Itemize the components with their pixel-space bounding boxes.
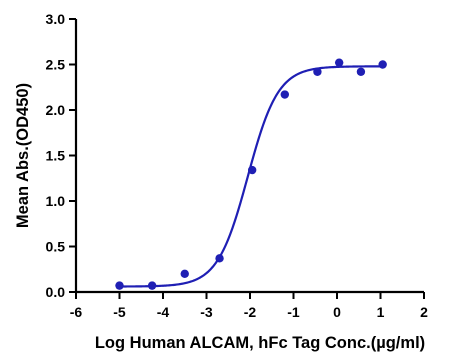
x-axis-ticks: -6 -5 -4 -3 -2 -1 0 1 2 (70, 292, 428, 320)
y-tick-label: 0.0 (46, 284, 66, 300)
y-tick-label: 2.0 (46, 102, 66, 118)
y-axis-title: Mean Abs.(OD450) (14, 83, 32, 228)
x-tick-label: -1 (287, 304, 300, 320)
data-point (313, 67, 322, 76)
data-point (280, 90, 289, 99)
x-tick-label: 2 (420, 304, 428, 320)
y-tick-label: 1.5 (46, 148, 66, 164)
y-tick-label: 1.0 (46, 193, 66, 209)
x-tick-label: 1 (377, 304, 385, 320)
y-tick-label: 0.5 (46, 239, 66, 255)
x-tick-label: 0 (333, 304, 341, 320)
x-tick-label: -3 (200, 304, 213, 320)
data-point (334, 58, 344, 67)
data-point (115, 281, 124, 290)
data-point (356, 67, 366, 76)
data-point (378, 60, 387, 69)
fitted-curve (119, 65, 383, 288)
x-tick-label: -4 (157, 304, 170, 320)
data-point (147, 281, 157, 290)
data-point (247, 165, 257, 175)
data-point (215, 254, 224, 263)
data-points (115, 58, 387, 290)
y-tick-label: 2.5 (46, 57, 66, 73)
x-tick-label: -6 (70, 304, 83, 320)
y-axis-ticks: 0.0 0.5 1.0 1.5 2.0 2.5 3.0 (46, 11, 76, 300)
x-tick-label: -5 (113, 304, 126, 320)
x-tick-label: -2 (244, 304, 257, 320)
data-point (180, 269, 189, 278)
x-axis-title: Log Human ALCAM, hFc Tag Conc.(µg/ml) (95, 334, 425, 352)
y-tick-label: 3.0 (46, 11, 66, 27)
